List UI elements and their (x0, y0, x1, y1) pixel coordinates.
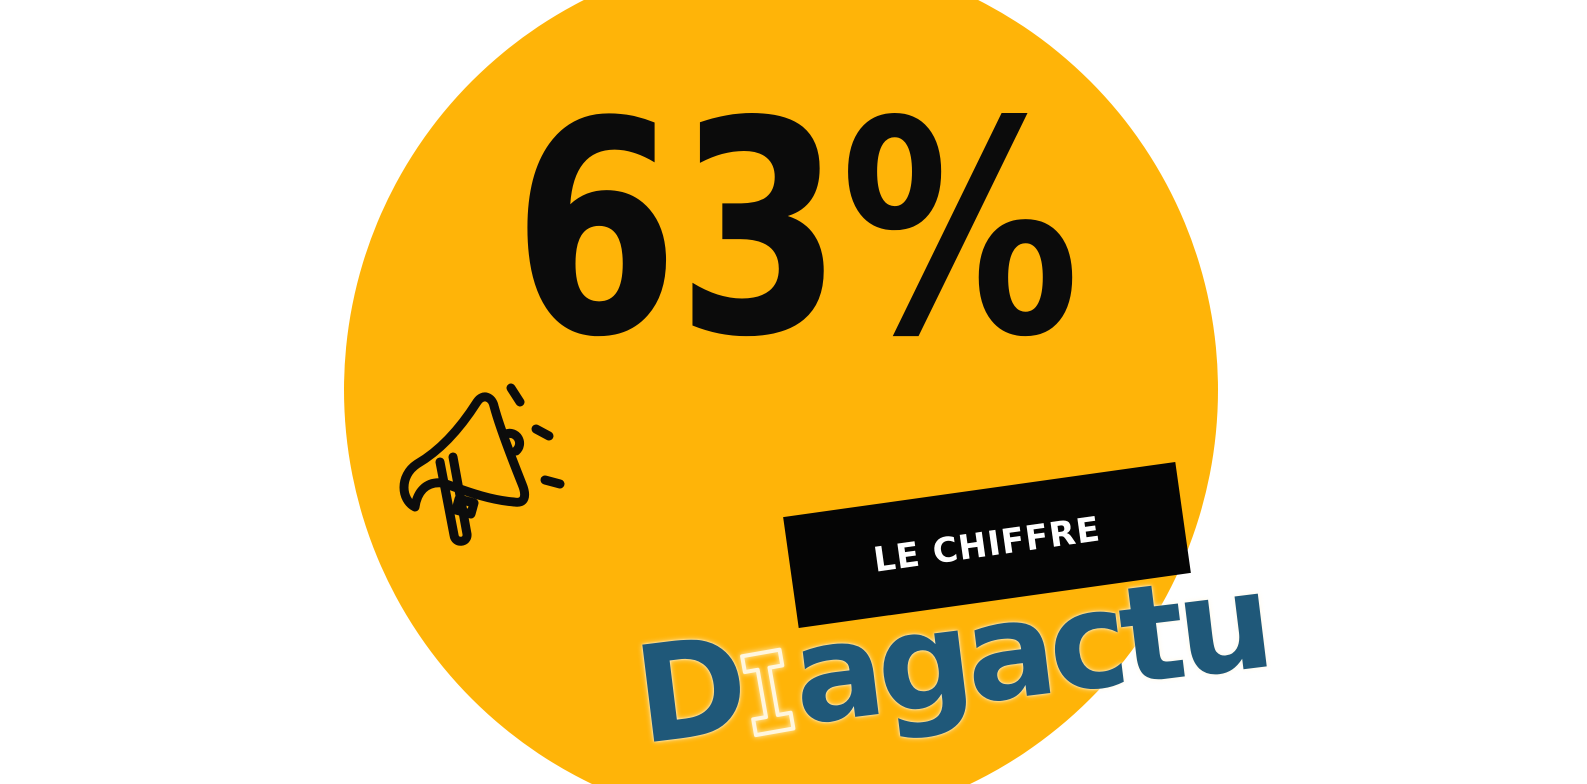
sound-dash-top (506, 383, 525, 407)
megaphone-icon (399, 383, 565, 546)
sound-dash-low (540, 475, 565, 489)
brand-letter-i-icon (739, 647, 795, 738)
megaphone-handle (435, 452, 472, 546)
sound-dash-mid (531, 424, 554, 441)
statistic-value: 63% (512, 58, 1080, 402)
megaphone-foot (451, 494, 479, 519)
brand-logo-text-before: D (626, 607, 750, 775)
megaphone-horn (399, 392, 530, 512)
megaphone-knob (501, 428, 525, 456)
brand-logo: D agactu (626, 543, 1275, 776)
